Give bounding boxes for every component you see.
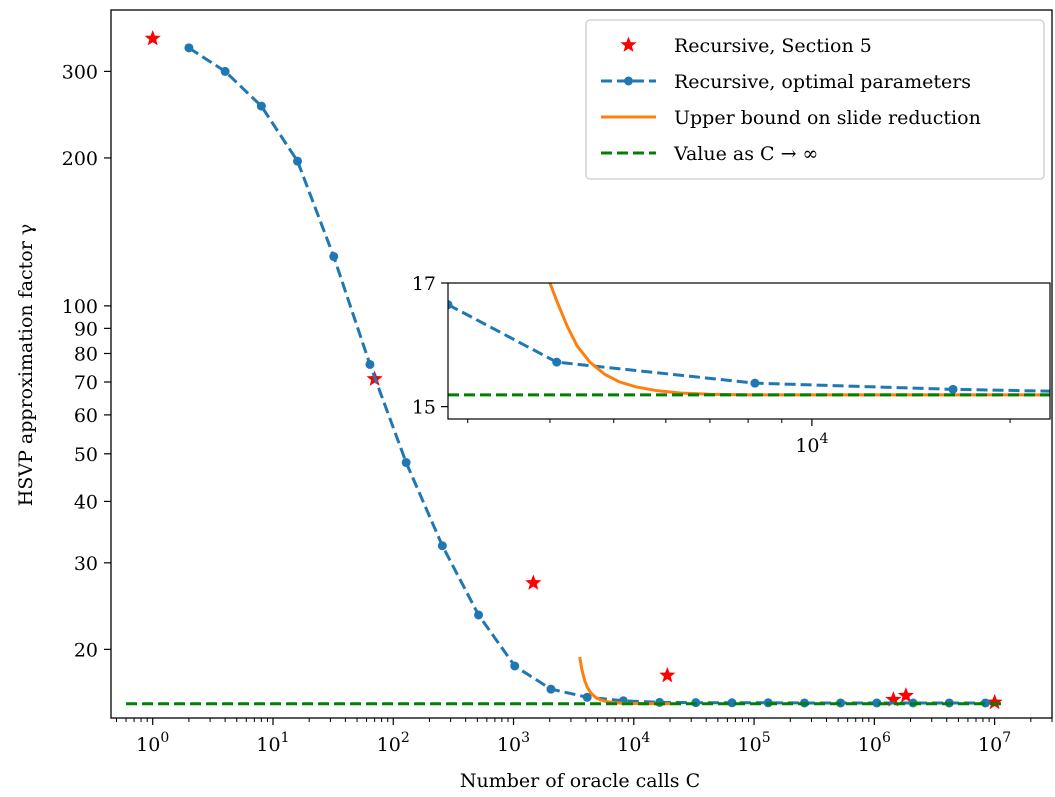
inset-data-point xyxy=(552,357,562,367)
x-tick-label: 102 xyxy=(377,730,410,756)
inset-x-tick-label: 104 xyxy=(795,431,828,457)
inset-frame xyxy=(447,282,1051,420)
star-point xyxy=(986,693,1003,710)
y-tick-label: 300 xyxy=(62,61,98,83)
data-point xyxy=(401,458,411,468)
y-tick-label: 80 xyxy=(74,343,98,365)
x-tick-label: 101 xyxy=(256,730,289,756)
inset-data-point xyxy=(448,300,453,310)
x-tick-label: 105 xyxy=(738,730,771,756)
legend-star-icon xyxy=(620,36,637,52)
inset-y-tick-label: 15 xyxy=(412,397,436,419)
y-tick-label: 20 xyxy=(74,639,98,661)
data-point xyxy=(329,252,339,262)
legend-label: Recursive, Section 5 xyxy=(674,35,872,57)
data-point xyxy=(184,43,194,53)
inset-y-tick-label: 17 xyxy=(412,273,436,295)
star-point xyxy=(659,666,676,683)
y-tick-label: 100 xyxy=(62,296,98,318)
y-tick-label: 30 xyxy=(74,553,98,575)
inset-data-point xyxy=(750,378,760,388)
data-point xyxy=(365,359,375,369)
data-point xyxy=(293,156,303,166)
x-tick-label: 100 xyxy=(136,730,169,756)
y-tick-label: 70 xyxy=(74,372,98,394)
inset-area xyxy=(448,283,1050,397)
legend-label: Recursive, optimal parameters xyxy=(674,71,971,93)
y-tick-label: 200 xyxy=(62,148,98,170)
x-tick-label: 107 xyxy=(978,730,1011,756)
x-tick-label: 106 xyxy=(858,730,891,756)
x-tick-label: 103 xyxy=(497,730,530,756)
star-point xyxy=(144,30,161,46)
legend-box xyxy=(585,19,1045,180)
data-point xyxy=(474,610,484,620)
legend-label: Upper bound on slide reduction xyxy=(674,107,981,129)
data-point xyxy=(582,692,592,702)
x-tick-label: 104 xyxy=(617,730,650,756)
series-line xyxy=(188,46,995,705)
inset-data-point xyxy=(948,384,958,394)
x-axis-label: Number of oracle calls C xyxy=(460,770,700,792)
plot-area xyxy=(126,30,1005,710)
main-plot: 100 101 102 103 104 105 106 107 20 30 40 50 60 70 80 90… xyxy=(62,9,1053,756)
legend: Recursive, Section 5 Recursive, optimal p… xyxy=(585,19,1045,180)
star-point xyxy=(525,574,542,590)
legend-label: Value as C → ∞ xyxy=(673,143,818,165)
data-point xyxy=(256,101,266,111)
legend-dot-icon xyxy=(624,76,633,86)
y-tick-label: 40 xyxy=(74,491,98,513)
star-point xyxy=(885,691,902,707)
data-point xyxy=(437,541,447,551)
data-point xyxy=(220,66,230,76)
data-point xyxy=(510,661,520,671)
y-axis-label: HSVP approximation factor γ xyxy=(15,224,37,506)
data-point xyxy=(546,684,556,694)
y-tick-label: 50 xyxy=(74,444,98,466)
y-tick-label: 60 xyxy=(74,405,98,427)
y-tick-label: 90 xyxy=(74,318,98,340)
inset-plot: 15 17 104 xyxy=(412,273,1051,457)
star-point xyxy=(897,687,914,703)
plot-frame xyxy=(110,9,1053,719)
